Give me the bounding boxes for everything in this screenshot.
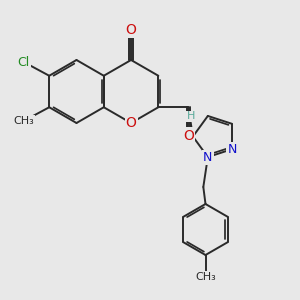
Text: O: O	[126, 116, 136, 130]
Text: CH₃: CH₃	[195, 272, 216, 282]
Text: Cl: Cl	[18, 56, 30, 68]
Text: N: N	[227, 143, 237, 156]
Text: H: H	[186, 112, 195, 122]
Text: O: O	[126, 23, 136, 37]
Text: O: O	[183, 129, 194, 142]
Text: CH₃: CH₃	[13, 116, 34, 126]
Text: N: N	[203, 151, 212, 164]
